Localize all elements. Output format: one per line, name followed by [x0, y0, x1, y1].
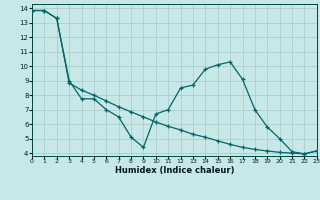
X-axis label: Humidex (Indice chaleur): Humidex (Indice chaleur)	[115, 166, 234, 175]
